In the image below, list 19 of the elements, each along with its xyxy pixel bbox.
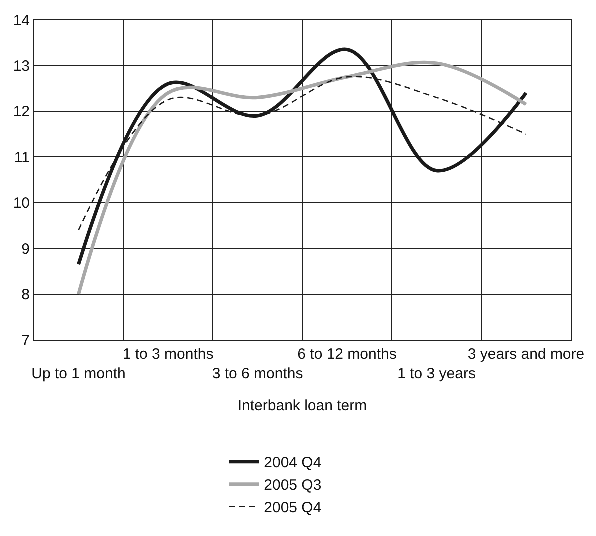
x-tick-label: 6 to 12 months (298, 346, 397, 363)
y-tick-label: 14 (13, 12, 30, 30)
y-tick-label: 8 (22, 286, 30, 304)
y-tick-label: 12 (13, 104, 30, 121)
x-tick-label: 3 to 6 months (212, 366, 304, 382)
line-series (77, 60, 528, 296)
x-tick-label: 3 years and more (468, 346, 585, 363)
legend-label: 2005 Q4 (264, 500, 322, 517)
x-axis-title: Interbank loan term (238, 398, 368, 414)
x-tick-label: 1 to 3 months (122, 346, 214, 363)
legend-label: 2005 Q3 (264, 477, 322, 494)
y-tick-label: 7 (22, 332, 30, 350)
x-tick-label: Up to 1 month (32, 366, 126, 382)
y-tick-label: 10 (13, 195, 30, 212)
y-tick-label: 11 (14, 149, 30, 166)
x-tick-label: 1 to 3 years (398, 366, 476, 382)
y-tick-label: 9 (22, 240, 30, 258)
y-tick-label: 13 (13, 58, 30, 75)
legend-label: 2004 Q4 (264, 454, 322, 472)
